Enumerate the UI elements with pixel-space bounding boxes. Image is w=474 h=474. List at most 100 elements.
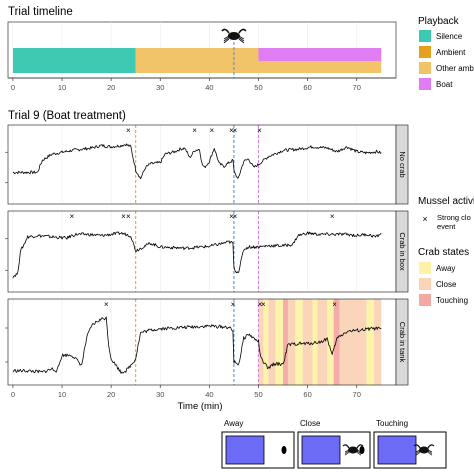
crab-icon [342,444,364,456]
strong-closure-marker: × [70,212,75,221]
timeline-x-tick-label: 70 [353,83,361,92]
crab-state-band [333,299,340,385]
trial-panels: × × × ×× ×No crab× × × ×× ×Crab in box× × ×× ×Crab … [5,124,409,399]
timeline-x-tick-label: 40 [205,83,213,92]
mussel-legend-symbol: × [422,214,427,224]
timeline-x-tick-label: 0 [11,83,15,92]
panel-strip [395,210,409,293]
timeline-x-tick-label: 20 [107,83,115,92]
strong-closure-marker: × [233,212,238,221]
crab-state-band [283,299,288,385]
timeline-segment [135,48,259,73]
strong-closure-marker: × [261,300,266,309]
mussel-legend-label-line2: event [437,222,456,231]
crab-legend-label: Touching [436,296,468,305]
timeline-title: Trial timeline [8,6,73,18]
mussel-trace [12,143,382,180]
crab-legend-swatch [419,278,431,290]
mussel-legend-title: Mussel activity [418,196,474,207]
timeline-x-tick-label: 50 [254,83,262,92]
timeline-x-tick-label: 60 [303,83,311,92]
crab-icon [221,28,247,44]
strong-closure-marker: × [258,300,263,309]
crab-state-band [268,299,276,385]
mussel-tank-icon [377,435,417,465]
trial-x-tick-label: 10 [58,390,66,399]
mussel-legend-label-line1: Strong clo [437,213,471,222]
crab-state-band [302,299,313,385]
panel: × × ×× ×Crab in tank [5,298,409,386]
mussel-tank-icon [225,435,265,465]
trial-x-tick-label: 30 [156,390,164,399]
strong-closure-marker: × [192,126,197,135]
strong-closure-marker: × [231,300,236,309]
trial-title: Trial 9 (Boat treatment) [8,110,126,122]
playback-legend-swatch [419,30,431,42]
mussel-icon [281,446,287,454]
crab-icon [413,444,435,456]
crab-state-band [295,299,303,385]
panel: × × × ×× ×No crab [5,124,409,205]
state-example: Touching [373,419,447,469]
crab-legend-swatch [419,294,431,306]
trial-x-tick-label: 50 [254,390,262,399]
crab-state-band [258,299,264,385]
strong-closure-marker: × [126,212,131,221]
crab-state-band [263,299,269,385]
x-axis-label: Time (min) [177,401,222,412]
strong-closure-marker: × [209,126,214,135]
mussel-icon [359,446,365,454]
trial-x-tick-label: 20 [107,390,115,399]
crab-state-band [373,299,382,385]
playback-legend-swatch [419,78,431,90]
panel-background [8,125,396,204]
trial-x-tick-label: 60 [303,390,311,399]
strong-closure-marker: × [257,126,262,135]
playback-legend-swatch [419,46,431,58]
playback-legend-title: Playback [418,16,460,27]
crab-legend-title: Crab states [418,247,469,258]
strong-closure-marker: × [126,126,131,135]
panel-strip-label: No crab [398,151,407,177]
strong-closure-marker: × [332,300,337,309]
timeline-x-tick-label: 30 [156,83,164,92]
state-example: Away [221,419,295,469]
mussel-trace [12,316,382,374]
playback-legend-swatch [419,62,431,74]
mussel-tank-icon [301,435,341,465]
timeline-segment [12,48,136,73]
crab-legend-label: Close [436,280,457,289]
timeline-segment [258,61,382,73]
panel-strip-label: Crab in tank [398,322,407,363]
trial-x-tick-label: 70 [353,390,361,399]
panel-background [8,211,396,292]
timeline-segment [258,48,382,61]
trial-x-tick-label: 0 [11,390,15,399]
crab-state-band [366,299,374,385]
crab-state-band [327,299,334,385]
strong-closure-marker: × [330,212,335,221]
state-example-label: Away [224,419,243,428]
panel-strip [395,298,409,386]
playback-legend-label: Boat [436,80,453,89]
state-examples: Away Close Touching [221,419,447,469]
state-example-label: Touching [376,419,408,428]
strong-closure-marker: × [233,126,238,135]
trial-x-tick-label: 40 [205,390,213,399]
state-example-label: Close [300,419,321,428]
timeline-plot: 0 10 20 30 40 50 60 70 [7,21,397,92]
strong-closure-marker: × [121,212,126,221]
panel-strip [395,124,409,205]
playback-legend-label: Other ambient [436,64,474,73]
timeline-x-tick-label: 10 [58,83,66,92]
panel-strip-label: Crab in box [398,232,407,271]
crab-legend-label: Away [436,264,455,273]
playback-legend-label: Silence [436,32,463,41]
mussel-trace [12,231,382,279]
panel: × × × ×× ×Crab in box [5,210,409,293]
playback-legend: Playback Silence Ambient Other ambient Boat [418,16,474,90]
crab-state-band [287,299,296,385]
state-example: Close [297,419,371,469]
